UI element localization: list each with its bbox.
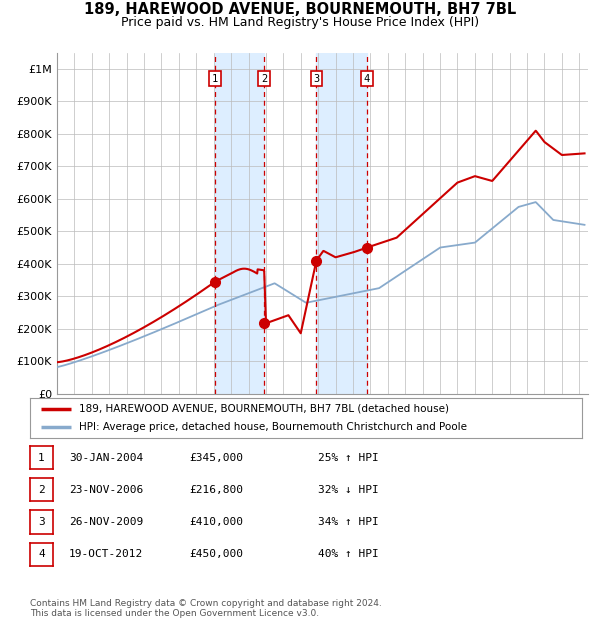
Text: 1: 1 (38, 453, 45, 463)
Text: 189, HAREWOOD AVENUE, BOURNEMOUTH, BH7 7BL (detached house): 189, HAREWOOD AVENUE, BOURNEMOUTH, BH7 7… (79, 404, 449, 414)
Text: 1: 1 (212, 74, 218, 84)
Text: 40% ↑ HPI: 40% ↑ HPI (318, 549, 379, 559)
Text: £345,000: £345,000 (189, 453, 243, 463)
Text: 23-NOV-2006: 23-NOV-2006 (69, 485, 143, 495)
Text: 3: 3 (38, 517, 45, 527)
Text: 26-NOV-2009: 26-NOV-2009 (69, 517, 143, 527)
Text: HPI: Average price, detached house, Bournemouth Christchurch and Poole: HPI: Average price, detached house, Bour… (79, 422, 467, 433)
Text: Price paid vs. HM Land Registry's House Price Index (HPI): Price paid vs. HM Land Registry's House … (121, 16, 479, 29)
Text: £450,000: £450,000 (189, 549, 243, 559)
Text: 2: 2 (261, 74, 268, 84)
Text: 2: 2 (38, 485, 45, 495)
Bar (215, 53, 264, 394)
Text: 4: 4 (364, 74, 370, 84)
Text: 25% ↑ HPI: 25% ↑ HPI (318, 453, 379, 463)
Text: 3: 3 (313, 74, 320, 84)
Text: 34% ↑ HPI: 34% ↑ HPI (318, 517, 379, 527)
Text: 30-JAN-2004: 30-JAN-2004 (69, 453, 143, 463)
Text: £410,000: £410,000 (189, 517, 243, 527)
Bar (316, 53, 367, 394)
Text: 189, HAREWOOD AVENUE, BOURNEMOUTH, BH7 7BL: 189, HAREWOOD AVENUE, BOURNEMOUTH, BH7 7… (84, 2, 516, 17)
Text: 32% ↓ HPI: 32% ↓ HPI (318, 485, 379, 495)
Text: £216,800: £216,800 (189, 485, 243, 495)
Text: 4: 4 (38, 549, 45, 559)
Text: Contains HM Land Registry data © Crown copyright and database right 2024.
This d: Contains HM Land Registry data © Crown c… (30, 599, 382, 618)
Text: 19-OCT-2012: 19-OCT-2012 (69, 549, 143, 559)
